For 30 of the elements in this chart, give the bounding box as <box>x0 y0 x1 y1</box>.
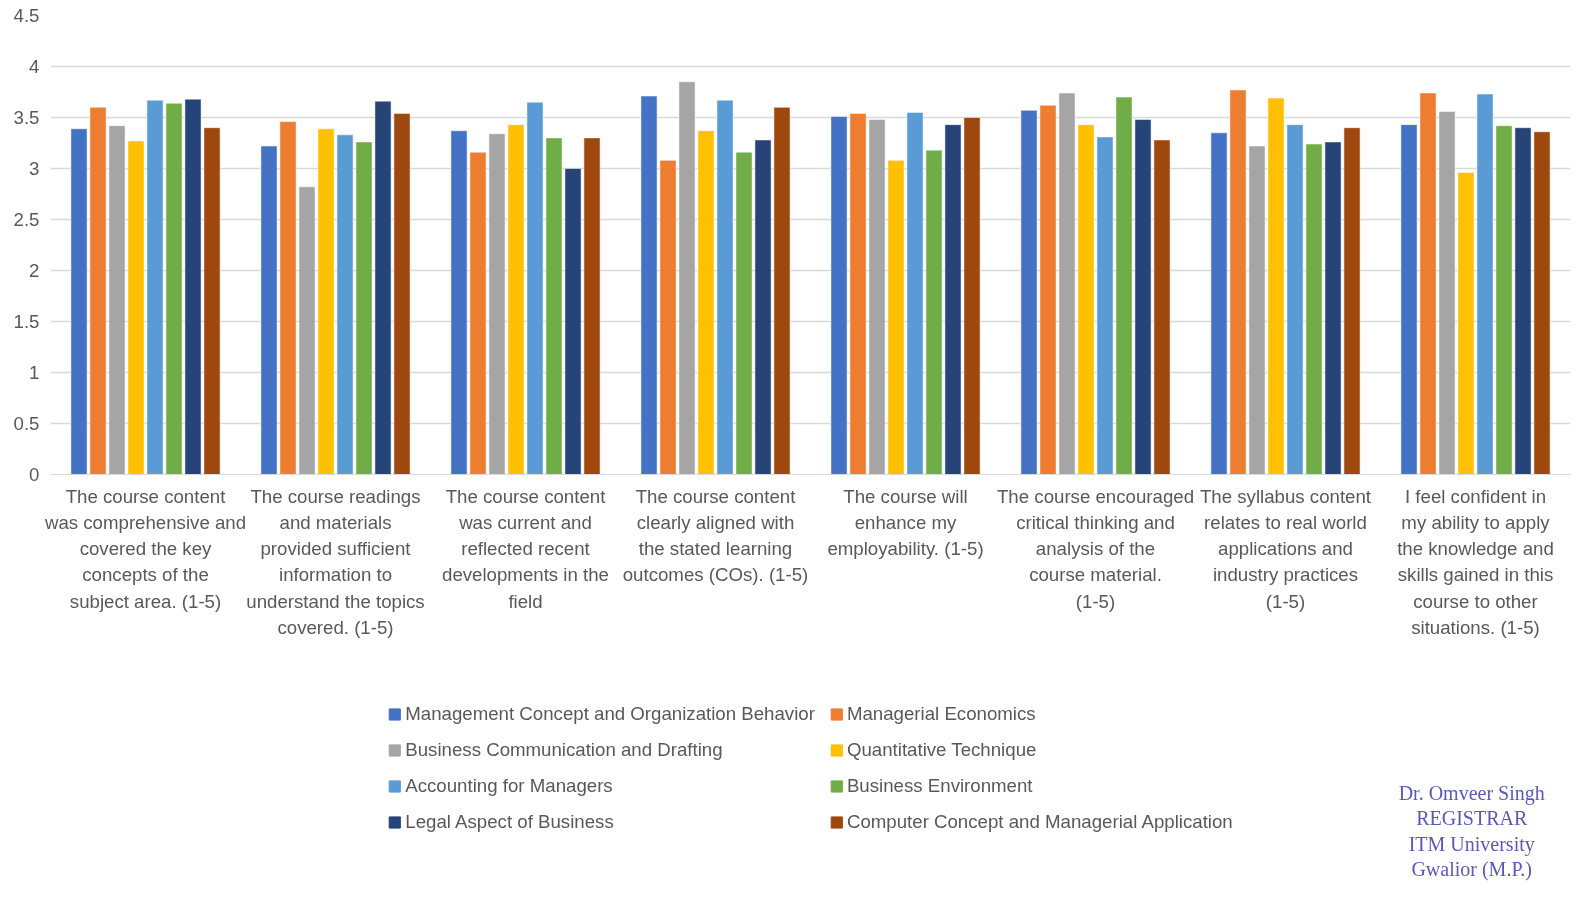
text: Gwalior (M.P.) <box>1411 858 1532 882</box>
x-tick-label: The syllabus content relates to real world applications and industry practices (1-5) <box>1199 485 1372 612</box>
y-tick-label: 0.5 <box>13 413 40 434</box>
y-tick-label: 1 <box>29 362 40 383</box>
y-tick-label: 1.5 <box>13 311 40 332</box>
text: REGISTRAR <box>1416 807 1528 830</box>
y-tick-label: 4 <box>29 56 40 77</box>
y-tick-label: 4.5 <box>13 5 40 26</box>
x-tick-label: The course content was current and reflected recent developments in the field <box>442 485 609 612</box>
legend-label: Accounting for Managers <box>405 774 613 797</box>
legend-label: Business Environment <box>846 774 1033 797</box>
y-tick-label: 3.5 <box>13 107 40 128</box>
legend-label: Management Concept and Organization Behavior <box>405 702 815 725</box>
y-tick-label: 3 <box>29 158 40 179</box>
x-tick-label: The course content was comprehensive and covered the key concepts of the subject area. (1-5) <box>43 485 247 612</box>
legend-label: Quantitative Technique <box>846 738 1037 761</box>
legend-label: Managerial Economics <box>846 702 1036 725</box>
text: Dr. Omveer Singh <box>1398 781 1545 805</box>
y-tick-label: 2 <box>29 260 40 281</box>
text: ITM University <box>1408 832 1535 856</box>
legend-label: Business Communication and Drafting <box>405 738 723 761</box>
x-tick-label: The course will enhance my employability. (1-5) <box>827 485 984 559</box>
legend-label: Computer Concept and Managerial Application <box>846 810 1233 833</box>
legend-label: Legal Aspect of Business <box>405 810 614 833</box>
x-tick-label: The course encouraged critical thinking and analysis of the course material. (1-5) <box>996 485 1195 612</box>
x-tick-label: The course readings and materials provided sufficient information to understand the topics covered. (1-5) <box>246 485 425 638</box>
y-tick-label: 0 <box>29 464 40 485</box>
x-tick-label: The course content clearly aligned with the stated learning outcomes (COs). (1-5) <box>622 485 809 586</box>
y-tick-label: 2.5 <box>13 209 40 230</box>
x-tick-label: I feel confident in my ability to apply the knowledge and skills gained in this course to other situations. (1-5) <box>1397 485 1554 638</box>
